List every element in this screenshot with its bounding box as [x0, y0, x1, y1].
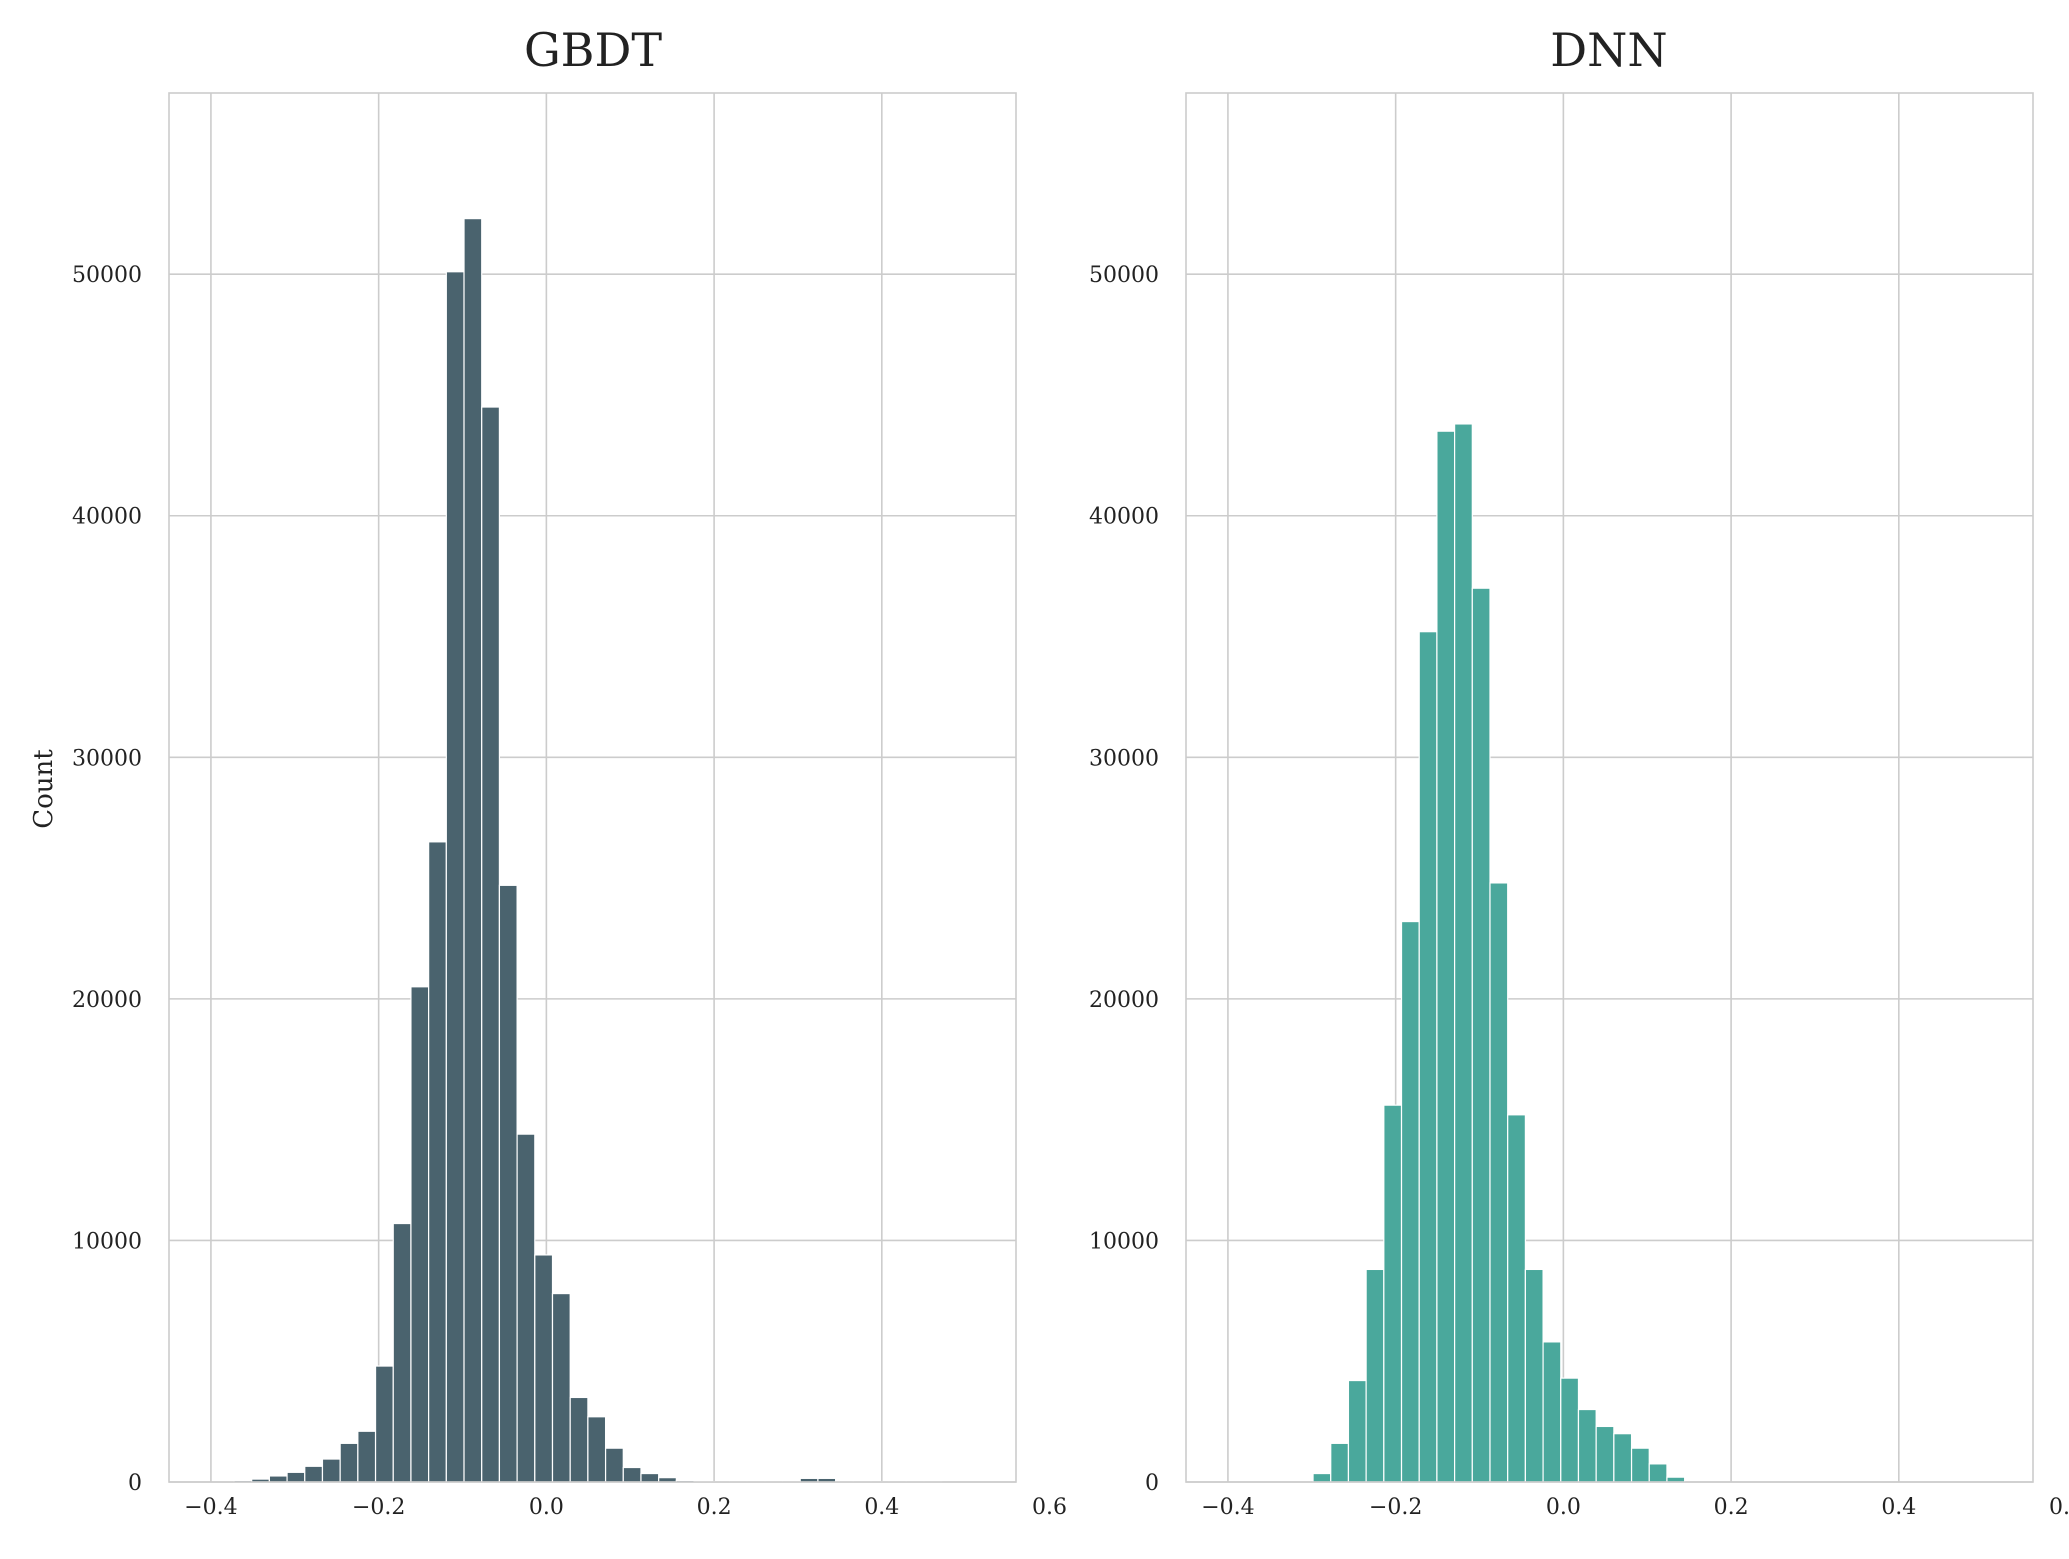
dnn-histogram-bar	[1630, 1447, 1650, 1483]
gbdt-histogram-bar	[268, 1475, 288, 1483]
dnn-axes-frame	[1185, 92, 2034, 1483]
dnn-histogram-bar	[1454, 423, 1473, 1483]
dnn-histogram-bar	[1330, 1442, 1350, 1483]
dnn-title: DNN	[1550, 23, 1667, 77]
dnn-histogram-bar	[1560, 1377, 1580, 1483]
gbdt-bars	[233, 218, 943, 1483]
gbdt-histogram-bar	[498, 884, 518, 1483]
gbdt-y-tick-label: 50000	[72, 263, 142, 288]
gbdt-histogram-bar	[534, 1254, 554, 1483]
dnn-histogram-bar	[1400, 920, 1420, 1483]
gbdt-histogram-bar	[304, 1465, 324, 1483]
dnn-panel: DNN −0.4 −0.2 0.0 0.2 0.4 0.6 0 10000 20000 3000…	[1089, 23, 2069, 1520]
gbdt-y-tick-label: 40000	[72, 505, 142, 530]
dnn-histogram-bar	[1489, 882, 1509, 1483]
dnn-histogram-bar	[1312, 1472, 1332, 1483]
gbdt-histogram-bar	[463, 218, 483, 1483]
dnn-grid	[1186, 93, 2033, 1483]
gbdt-histogram-bar	[428, 841, 447, 1483]
gbdt-histogram-bar	[587, 1416, 607, 1483]
dnn-y-tick-label: 40000	[1089, 505, 1159, 530]
dnn-histogram-bar	[1524, 1268, 1544, 1483]
gbdt-y-tick-label: 0	[128, 1471, 142, 1496]
gbdt-axes-frame	[168, 92, 1017, 1483]
gbdt-x-tick-label: 0.2	[697, 1495, 732, 1520]
gbdt-panel: GBDT Count −0.4 −0.2 0.0 0.2 0.4 0.6 0 10000 20…	[29, 23, 1067, 1520]
gbdt-histogram-bar	[410, 986, 430, 1483]
dnn-x-tick-label: −0.2	[1369, 1495, 1422, 1520]
gbdt-histogram-bar	[481, 406, 501, 1483]
gbdt-x-tick-label: 0.4	[864, 1495, 899, 1520]
gbdt-histogram-bar	[286, 1471, 306, 1483]
dnn-histogram-bar	[1365, 1268, 1385, 1483]
gbdt-y-axis-label: Count	[29, 749, 59, 829]
dnn-histogram-bar	[1347, 1379, 1367, 1483]
gbdt-x-tick-label: 0.0	[529, 1495, 564, 1520]
gbdt-histogram-bar	[339, 1442, 359, 1483]
dnn-histogram-bar	[1613, 1433, 1633, 1483]
gbdt-histogram-bar	[622, 1466, 642, 1483]
dnn-y-tick-label: 0	[1145, 1471, 1159, 1496]
gbdt-histogram-bar	[516, 1133, 536, 1483]
gbdt-histogram-bar	[357, 1430, 377, 1483]
gbdt-histogram-bar	[640, 1472, 660, 1483]
gbdt-histogram-bar	[392, 1222, 412, 1483]
gbdt-x-tick-label: −0.4	[184, 1495, 237, 1520]
gbdt-histogram-bar	[321, 1458, 341, 1483]
dnn-histogram-bar	[1577, 1408, 1597, 1483]
dnn-x-ticks: −0.4 −0.2 0.0 0.2 0.4 0.6	[1201, 1495, 2069, 1520]
gbdt-histogram-bar	[551, 1292, 571, 1483]
dnn-x-tick-label: 0.6	[2049, 1495, 2069, 1520]
dnn-x-tick-label: 0.2	[1714, 1495, 1749, 1520]
dnn-histogram-bar	[1471, 587, 1491, 1483]
gbdt-title: GBDT	[524, 23, 662, 77]
dnn-y-tick-label: 30000	[1089, 746, 1159, 771]
gbdt-histogram-bar	[445, 271, 465, 1483]
gbdt-y-tick-label: 20000	[72, 988, 142, 1013]
dnn-y-ticks: 0 10000 20000 30000 40000 50000	[1089, 263, 1159, 1496]
dnn-histogram-bar	[1648, 1463, 1668, 1483]
gbdt-x-ticks: −0.4 −0.2 0.0 0.2 0.4 0.6	[184, 1495, 1067, 1520]
dnn-histogram-bar	[1436, 430, 1456, 1483]
gbdt-histogram-bar	[374, 1365, 394, 1483]
dnn-histogram-bar	[1383, 1104, 1403, 1483]
dnn-x-tick-label: 0.4	[1881, 1495, 1916, 1520]
gbdt-y-tick-label: 10000	[72, 1229, 142, 1254]
dnn-bars	[1312, 423, 1686, 1483]
gbdt-y-ticks: 0 10000 20000 30000 40000 50000	[72, 263, 142, 1496]
dnn-y-tick-label: 20000	[1089, 988, 1159, 1013]
dnn-y-tick-label: 50000	[1089, 263, 1159, 288]
gbdt-y-tick-label: 30000	[72, 746, 142, 771]
dnn-histogram-bar	[1507, 1114, 1526, 1483]
gbdt-x-tick-label: −0.2	[352, 1495, 405, 1520]
dnn-histogram-bar	[1418, 631, 1438, 1483]
dnn-x-tick-label: −0.4	[1201, 1495, 1254, 1520]
dnn-x-tick-label: 0.0	[1546, 1495, 1581, 1520]
gbdt-grid	[169, 93, 1016, 1483]
gbdt-histogram-bar	[569, 1396, 589, 1483]
gbdt-histogram-bar	[604, 1447, 624, 1483]
dnn-histogram-bar	[1595, 1425, 1615, 1483]
dnn-y-tick-label: 10000	[1089, 1229, 1159, 1254]
dnn-histogram-bar	[1542, 1341, 1562, 1483]
gbdt-x-tick-label: 0.6	[1032, 1495, 1067, 1520]
